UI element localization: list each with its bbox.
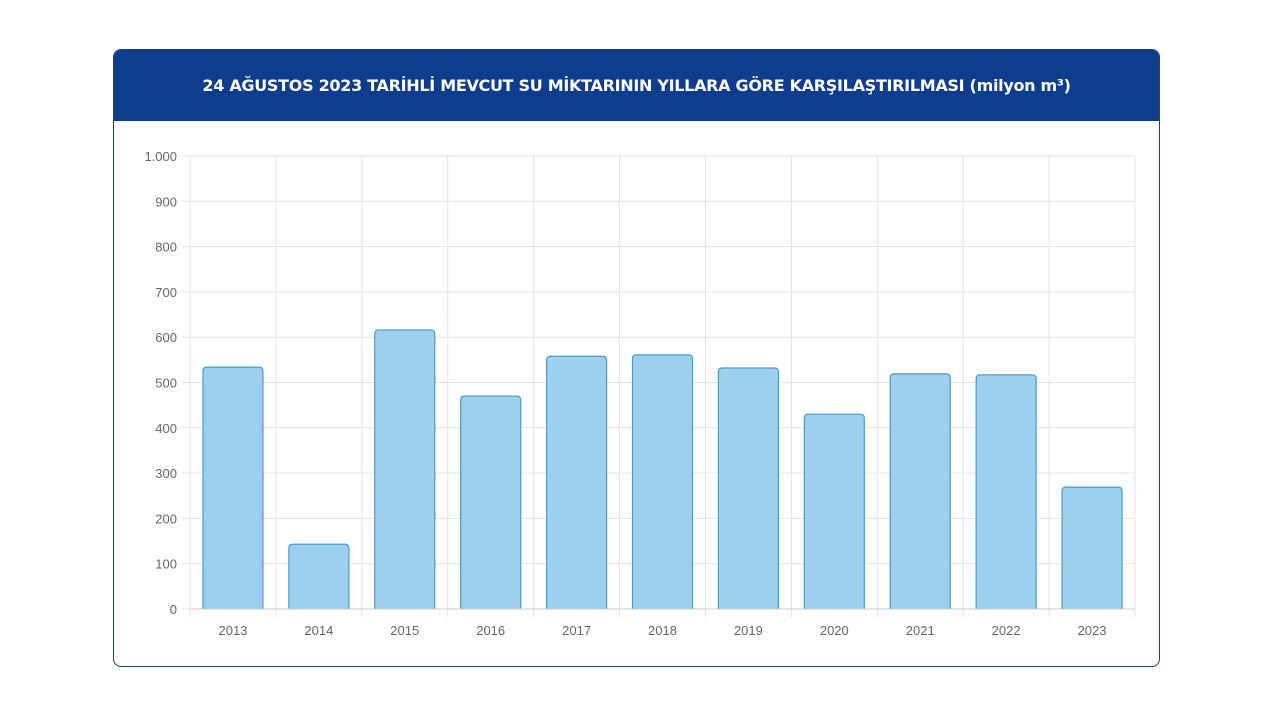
x-tick-label: 2021 — [906, 623, 935, 638]
chart-title: 24 AĞUSTOS 2023 TARİHLİ MEVCUT SU MİKTAR… — [114, 50, 1159, 121]
y-tick-label: 200 — [155, 511, 177, 526]
bar-2021 — [889, 373, 951, 609]
x-tick-label: 2013 — [218, 623, 247, 638]
bar-2015 — [374, 329, 436, 609]
bar-2022 — [975, 374, 1037, 609]
y-tick-label: 400 — [155, 421, 177, 436]
y-tick-label: 300 — [155, 466, 177, 481]
y-tick-label: 500 — [155, 376, 177, 391]
y-tick-label: 100 — [155, 557, 177, 572]
y-tick-label: 1.000 — [144, 149, 177, 164]
x-tick-label: 2015 — [390, 623, 419, 638]
x-tick-label: 2017 — [562, 623, 591, 638]
y-tick-label: 900 — [155, 194, 177, 209]
x-tick-label: 2019 — [734, 623, 763, 638]
y-tick-label: 600 — [155, 330, 177, 345]
bar-2017 — [545, 355, 608, 609]
x-tick-label: 2020 — [820, 623, 849, 638]
x-tick-label: 2014 — [304, 623, 333, 638]
bar-2020 — [803, 413, 865, 609]
x-tick-label: 2023 — [1078, 623, 1107, 638]
x-tick-label: 2022 — [992, 623, 1021, 638]
y-tick-label: 0 — [170, 602, 177, 617]
y-tick-label: 800 — [155, 240, 177, 255]
bar-2023 — [1061, 486, 1123, 609]
y-tick-label: 700 — [155, 285, 177, 300]
bar-2019 — [717, 367, 780, 609]
x-tick-label: 2016 — [476, 623, 505, 638]
bar-2018 — [631, 354, 694, 609]
bar-2014 — [288, 543, 350, 609]
x-tick-label: 2018 — [648, 623, 677, 638]
bar-2013 — [202, 366, 264, 609]
bar-2016 — [460, 395, 522, 609]
